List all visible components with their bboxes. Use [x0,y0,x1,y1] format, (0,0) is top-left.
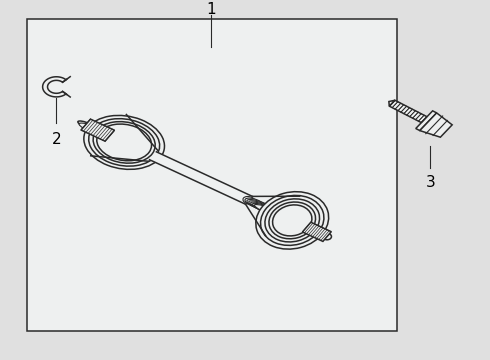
Text: 1: 1 [206,2,216,17]
Ellipse shape [265,199,319,242]
Ellipse shape [416,116,441,128]
Ellipse shape [251,202,292,219]
Ellipse shape [412,113,436,126]
Ellipse shape [89,119,160,166]
Ellipse shape [93,122,155,163]
Bar [27,19,397,331]
Polygon shape [389,100,395,106]
Ellipse shape [97,124,151,161]
Ellipse shape [78,121,94,128]
Ellipse shape [252,203,301,223]
Ellipse shape [101,132,146,152]
Ellipse shape [243,197,255,204]
Polygon shape [149,152,252,204]
Ellipse shape [269,202,316,239]
Polygon shape [416,111,437,131]
Ellipse shape [322,233,331,240]
Polygon shape [420,113,452,137]
Text: 2: 2 [51,132,61,147]
Polygon shape [81,119,115,141]
Ellipse shape [112,137,149,154]
Text: 3: 3 [425,175,435,190]
Ellipse shape [84,116,165,169]
Polygon shape [43,77,66,97]
Ellipse shape [123,142,153,156]
Ellipse shape [254,204,311,228]
Polygon shape [302,222,331,242]
Ellipse shape [249,201,283,215]
Ellipse shape [256,192,329,249]
Ellipse shape [272,205,312,236]
Ellipse shape [416,115,441,129]
Ellipse shape [134,147,157,158]
Ellipse shape [245,198,264,208]
Ellipse shape [261,195,324,246]
Ellipse shape [145,151,161,161]
Polygon shape [389,100,427,123]
Ellipse shape [247,199,273,212]
Ellipse shape [90,128,142,149]
Ellipse shape [79,123,138,147]
